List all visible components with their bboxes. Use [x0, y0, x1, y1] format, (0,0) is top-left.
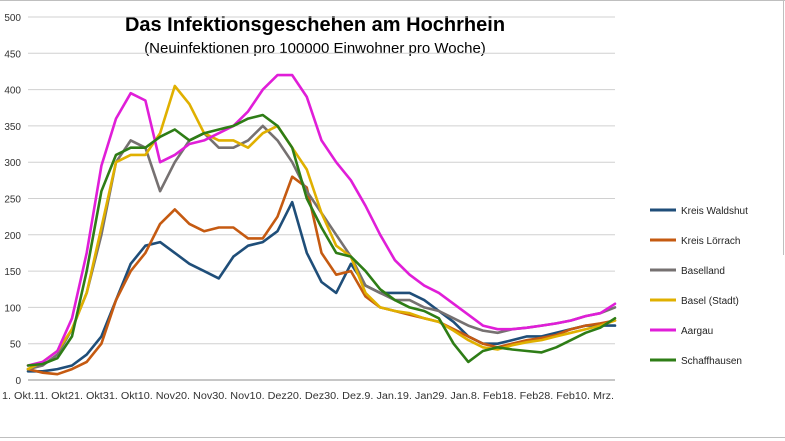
y-tick-label: 50 [10, 340, 22, 351]
series-lines [26, 73, 617, 376]
legend-label: Basel (Stadt) [681, 296, 739, 307]
y-tick-label: 300 [4, 158, 21, 169]
y-tick-label: 500 [4, 13, 21, 24]
chart-subtitle: (Neuinfektionen pro 100000 Einwohner pro… [144, 40, 486, 57]
y-axis-ticks: 0 50 100 150 200 250 300 350 400 450 500 [4, 13, 21, 387]
series-line [26, 73, 617, 367]
y-tick-label: 0 [15, 376, 21, 387]
right-border [783, 0, 784, 255]
y-tick-label: 400 [4, 86, 21, 97]
series-line [26, 200, 617, 373]
legend-label: Schaffhausen [681, 356, 742, 367]
y-tick-label: 100 [4, 303, 21, 314]
x-axis-ticks: 1. Okt.11. Okt21. Okt31. Okt10. Nov20. N… [2, 391, 614, 402]
legend-label: Aargau [681, 326, 713, 337]
series-line [26, 175, 617, 376]
legend-label: Baselland [681, 266, 725, 277]
y-tick-label: 250 [4, 195, 21, 206]
legend: Kreis Waldshut Kreis Lörrach Baselland Base… [650, 206, 748, 367]
y-tick-label: 450 [4, 49, 21, 60]
gridlines [28, 16, 615, 381]
y-tick-label: 200 [4, 231, 21, 242]
bottom-border [0, 437, 785, 438]
series-line [26, 113, 617, 367]
legend-label: Kreis Lörrach [681, 236, 740, 247]
legend-label: Kreis Waldshut [681, 206, 748, 217]
y-tick-label: 350 [4, 122, 21, 133]
y-tick-label: 150 [4, 267, 21, 278]
top-border [0, 0, 785, 1]
x-tick-labels: 1. Okt.11. Okt21. Okt31. Okt10. Nov20. N… [2, 391, 614, 402]
series-line [26, 84, 617, 371]
chart-title: Das Infektionsgeschehen am Hochrhein [124, 14, 506, 36]
